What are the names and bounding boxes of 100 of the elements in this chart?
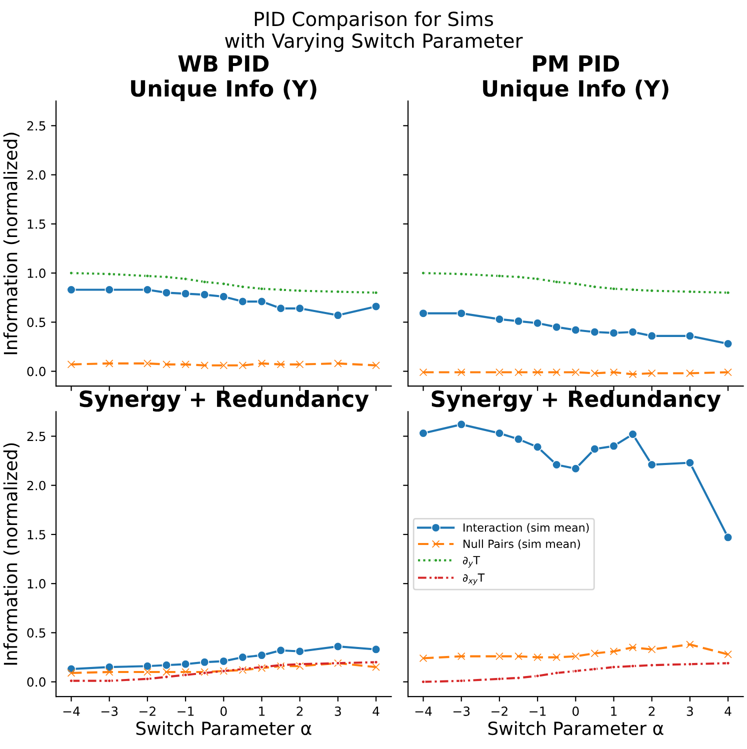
point [532,442,542,452]
y-axis-title: Information (normalized) [3,443,20,665]
y-tick-label: 0.5 [27,628,46,638]
point [219,292,228,302]
point [200,668,208,676]
point [648,646,656,654]
point [238,296,248,306]
point [552,368,560,376]
y-tick-label: 0.0 [27,366,46,376]
x-tick-label: −2 [492,706,508,716]
point [610,368,618,376]
text: PID Comparison for Sims with Varying Switch Parameter [225,11,523,52]
point [532,318,542,328]
point [571,464,580,474]
point [105,668,114,676]
x-tick-label: 0 [572,706,579,716]
point [457,368,466,376]
point [276,304,286,313]
point [372,362,380,370]
point [67,360,76,368]
y-tick-label: 2.5 [27,432,46,442]
point [494,428,504,438]
point [686,640,694,648]
point [371,302,381,312]
point [257,296,266,306]
point [571,325,580,335]
point [419,654,428,662]
x-tick-label: −4 [415,706,432,716]
point [257,650,266,660]
point [723,339,733,348]
x-tick-label: −3 [453,706,470,716]
point [200,362,208,370]
point [534,368,542,376]
point [371,644,381,654]
x-tick-label: 1 [611,706,617,716]
y-axis-title: Information (normalized) [3,132,20,354]
x-axis-title: Switch Parameter α [136,721,312,736]
point [142,285,152,294]
point [686,369,694,378]
x-tick-label: 2 [648,706,655,716]
point [496,652,504,660]
point [628,370,637,378]
x-tick-label: −1 [530,706,546,716]
point [296,662,304,670]
point [456,420,466,430]
point [142,662,152,671]
point [552,460,562,470]
legend-label: ∂$_{xy}$T [462,574,485,586]
point [418,428,428,438]
x-tick-label: 2 [296,706,303,716]
legend-label: Interaction (sim mean) [464,523,589,534]
point [276,662,285,670]
point [220,362,228,370]
point [456,308,466,318]
x-tick-label: 4 [724,706,732,716]
point [276,646,286,655]
point [144,360,152,368]
y-tick-label: 1.5 [28,220,46,229]
point [333,642,343,652]
point [200,290,210,300]
legend-label: Null Pairs (sim mean) [464,539,580,550]
point [162,288,172,298]
point [457,652,466,660]
point [333,310,343,320]
point [494,314,504,324]
point [182,360,190,368]
point [724,650,732,658]
legend-label: ∂$_{y}$T [462,556,480,568]
point [180,289,190,298]
point [590,327,600,337]
point [514,316,524,326]
point [105,360,114,368]
point [724,368,732,376]
point [628,644,637,652]
point [258,360,266,368]
y-tick-label: 1.0 [28,579,46,589]
y-tick-label: 1.0 [28,268,46,278]
point [610,647,618,656]
chart-title: WB PID Unique Info (Y) [131,55,316,102]
point [334,360,342,368]
x-axis-title: Switch Parameter α [488,721,664,736]
point [295,646,304,656]
point [419,368,428,376]
point [295,304,304,313]
chart-title: Synergy + Redundancy [80,390,369,412]
point [276,360,285,368]
point [723,532,733,542]
point [685,458,695,468]
point [514,652,522,660]
point [238,666,247,674]
x-tick-label: 3 [686,706,693,716]
point [219,656,228,666]
x-tick-label: −4 [63,706,80,716]
x-tick-label: −1 [178,706,194,716]
point [162,360,170,368]
y-tick-label: 2.5 [27,121,46,131]
point [496,368,504,376]
point [590,369,599,378]
point [572,652,580,660]
x-tick-label: 3 [334,706,341,716]
